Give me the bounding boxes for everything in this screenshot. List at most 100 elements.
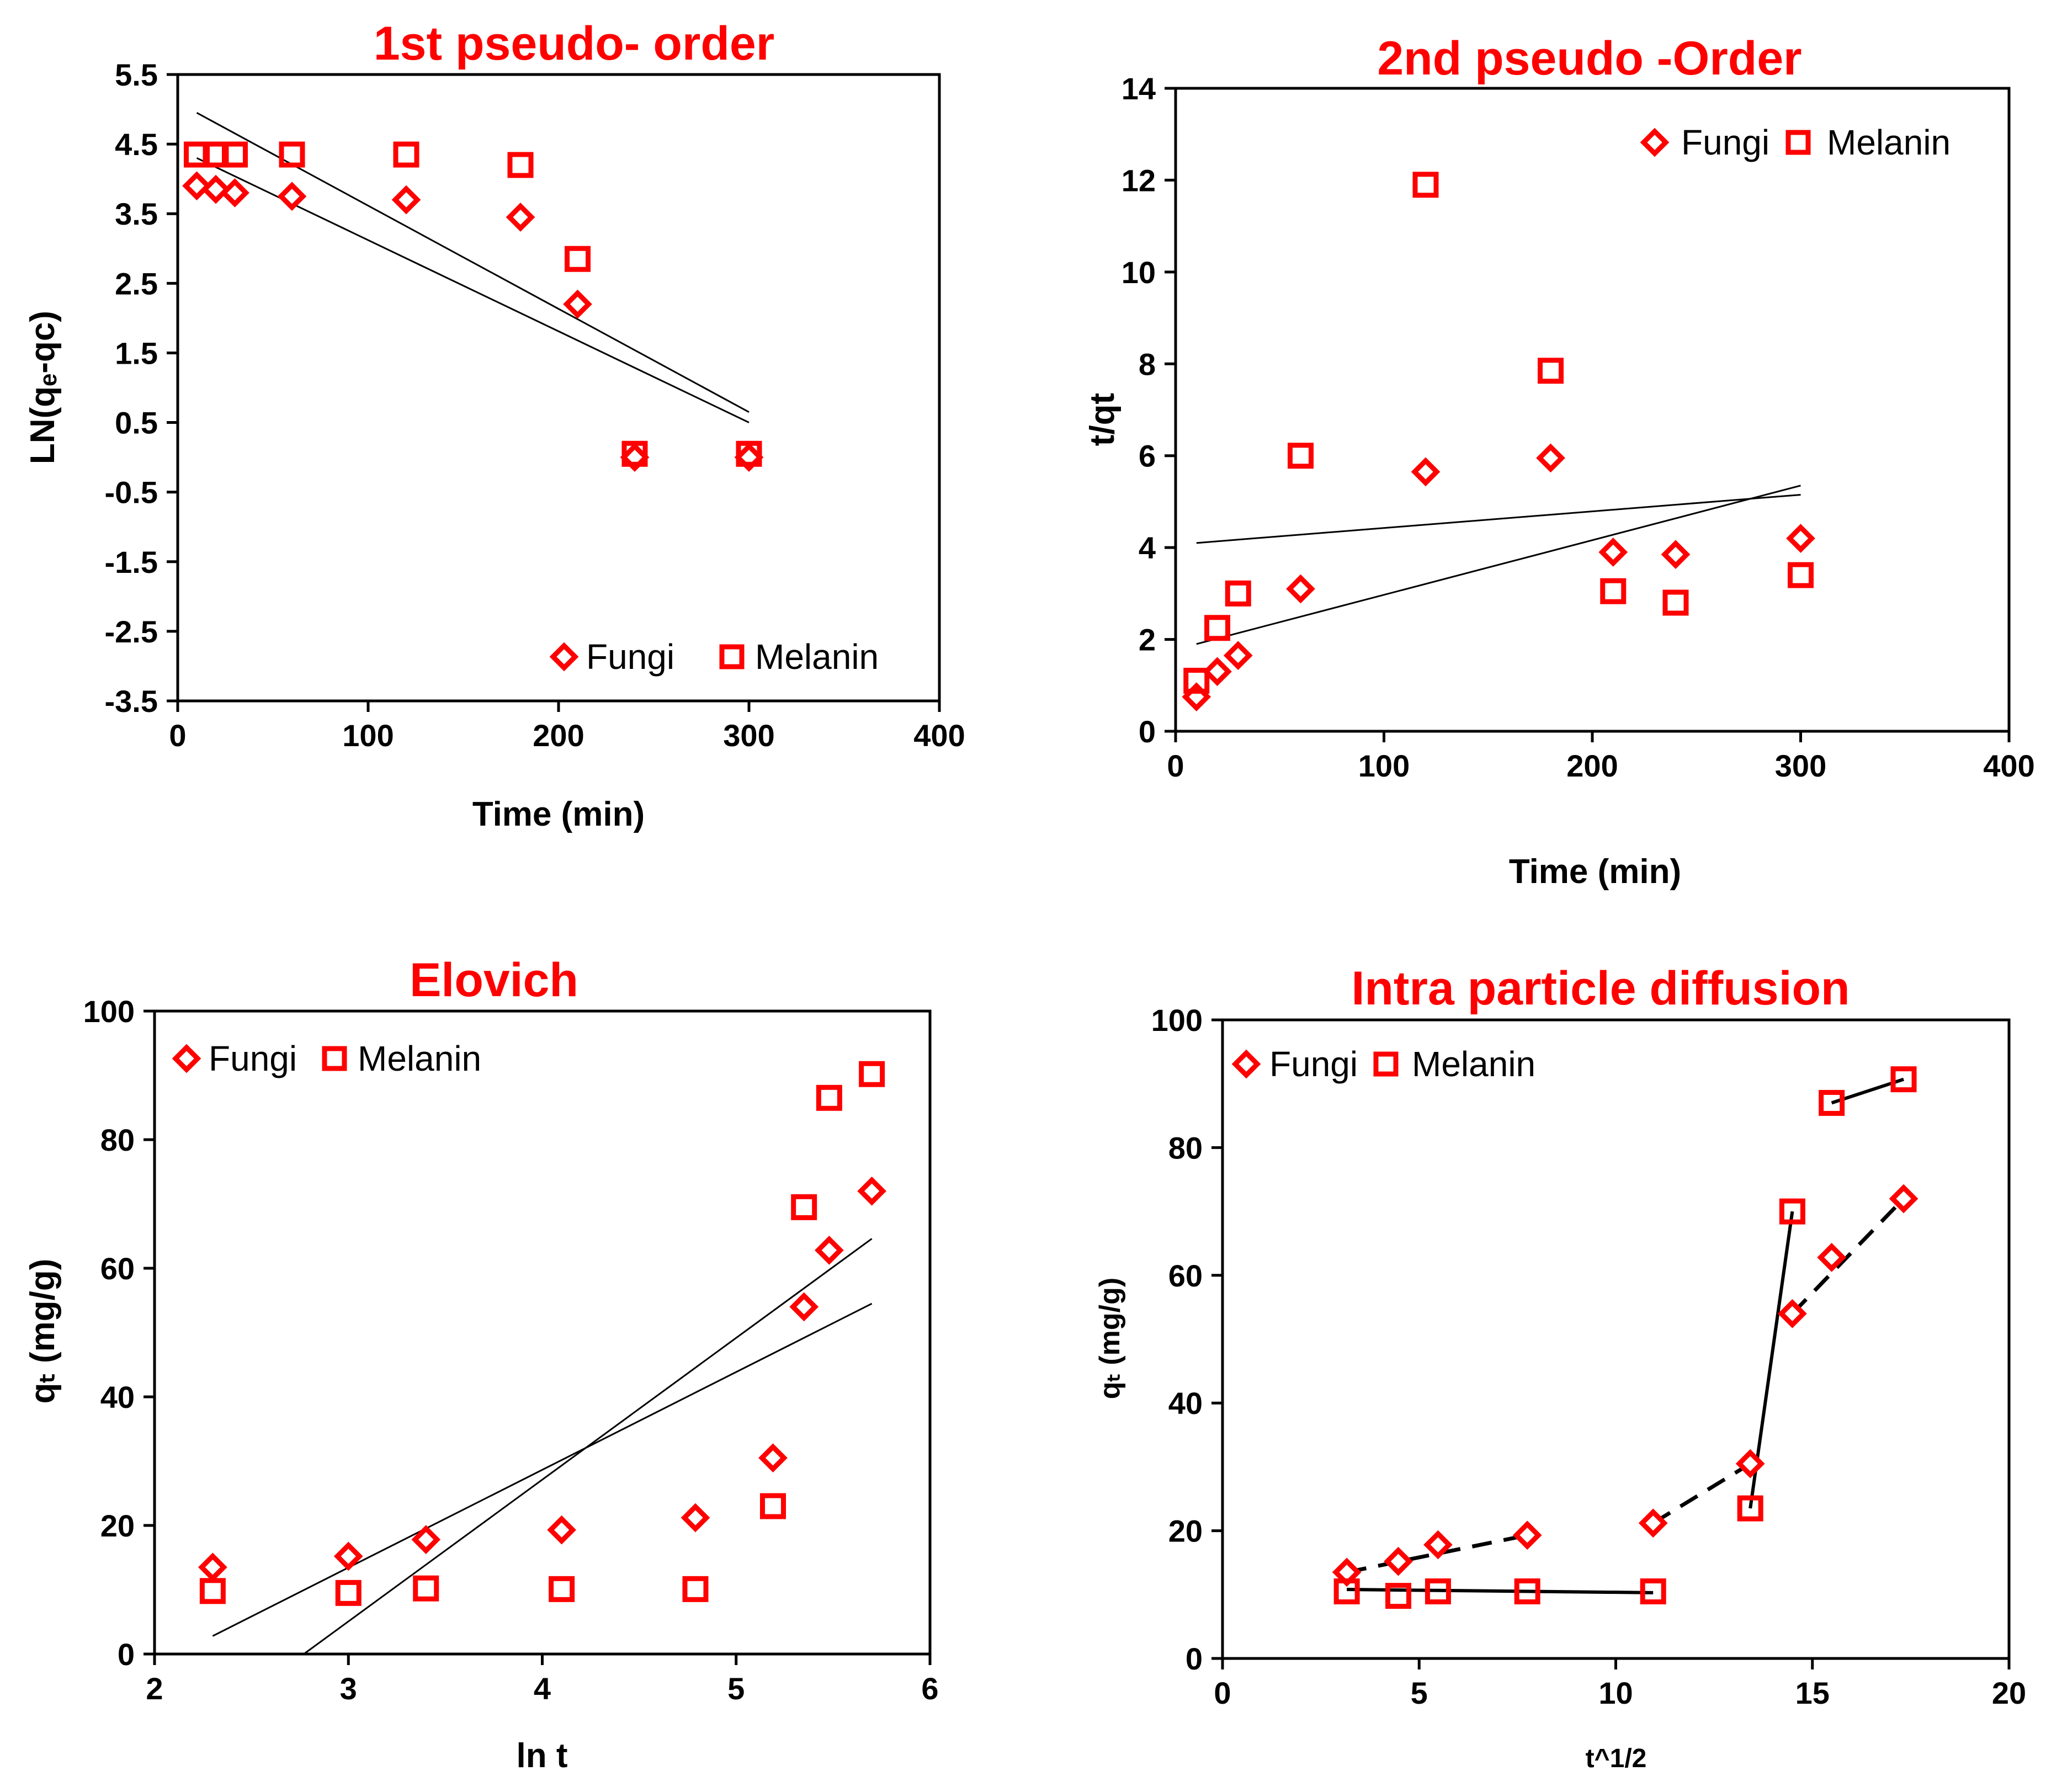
data-point-fungi: [1661, 540, 1691, 569]
fit-line: [1347, 1588, 1654, 1594]
chart-title: Elovich: [410, 954, 578, 1007]
data-point-melanin: [1600, 578, 1627, 604]
x-axis-label: Time (min): [1509, 853, 1681, 891]
data-point-melanin: [791, 1194, 817, 1220]
fit-line: [303, 1238, 873, 1655]
x-tick-label: 0: [1214, 1676, 1231, 1710]
y-axis-label: t/qt: [1083, 393, 1122, 446]
legend-marker-melanin: [1373, 1051, 1399, 1077]
intra-particle-diffusion-chart: Intra particle diffusion 0 5 10 15 20 0 20 40 60…: [1094, 962, 2026, 1773]
data-point-fungi: [563, 289, 592, 319]
fit-line-dashed: [1790, 1197, 1905, 1315]
data-point-fungi: [681, 1503, 710, 1533]
data-point-melanin: [1737, 1495, 1763, 1522]
x-tick-label: 200: [533, 718, 584, 753]
chart-title: 1st pseudo- order: [374, 17, 774, 70]
x-tick-label: 5: [1411, 1676, 1428, 1710]
legend-label-fungi: Fungi: [1681, 123, 1769, 162]
x-tick-label: 200: [1566, 748, 1618, 783]
legend-label-fungi: Fungi: [1269, 1044, 1358, 1084]
y-axis-label: qₜ (mg/g): [1094, 1278, 1126, 1399]
x-axis-label: ln t: [517, 1737, 568, 1775]
data-point-melanin: [1288, 443, 1314, 469]
data-point-melanin: [1788, 562, 1814, 588]
y-tick-label: -2.5: [105, 614, 158, 649]
data-point-melanin: [682, 1576, 709, 1602]
data-point-melanin: [1819, 1089, 1845, 1116]
legend-marker-fungi: [172, 1044, 201, 1073]
data-point-melanin: [1890, 1066, 1917, 1093]
x-tick-label: 100: [342, 718, 394, 753]
data-point-melanin: [621, 440, 648, 467]
legend: Fungi Melanin: [1640, 123, 1951, 162]
legend-label-fungi: Fungi: [209, 1039, 297, 1078]
data-point-melanin: [1640, 1578, 1666, 1605]
data-point-fungi: [1638, 1508, 1668, 1538]
data-point-melanin: [1385, 1583, 1411, 1609]
x-tick-label: 0: [169, 718, 186, 753]
x-tick-label: 300: [1775, 748, 1826, 783]
data-point-fungi: [1203, 657, 1232, 687]
legend-label-melanin: Melanin: [755, 637, 879, 677]
data-point-melanin: [1514, 1578, 1540, 1605]
x-tick-label: 15: [1795, 1676, 1830, 1710]
legend: Fungi Melanin: [1231, 1044, 1535, 1084]
data-point-melanin: [1333, 1578, 1360, 1605]
legend-label-fungi: Fungi: [586, 637, 674, 677]
x-tick-label: 2: [146, 1671, 163, 1706]
data-point-melanin: [1412, 172, 1439, 198]
data-point-fungi: [198, 1552, 227, 1582]
plot-frame: [1221, 1018, 2011, 1660]
data-point-fungi: [1536, 443, 1565, 473]
y-tick-label: 20: [1168, 1514, 1203, 1549]
y-axis-label: LN(qₑ-qᴄ): [24, 311, 62, 464]
data-point-fungi: [814, 1236, 844, 1265]
y-tick-label: 2.5: [115, 266, 158, 301]
data-point-fungi: [789, 1292, 819, 1322]
data-point-melanin: [507, 152, 534, 178]
legend-label-melanin: Melanin: [1827, 123, 1951, 162]
plot-frame: [1174, 87, 2011, 733]
y-tick-label: -0.5: [105, 475, 158, 510]
data-point-melanin: [1779, 1198, 1805, 1225]
fit-line-dashed: [1652, 1462, 1752, 1525]
first-pseudo-order-chart: 1st pseudo- order 0 100 200 300 400 -3.5 -2.5 -…: [24, 17, 965, 833]
data-point-melanin: [1425, 1578, 1451, 1605]
legend-label-melanin: Melanin: [1412, 1044, 1535, 1084]
data-point-fungi: [1778, 1299, 1807, 1328]
y-tick-label: 6: [1139, 439, 1156, 474]
y-tick-label: 0.5: [115, 406, 158, 440]
legend: Fungi Melanin: [549, 637, 879, 677]
x-tick-label: 0: [1167, 748, 1184, 783]
y-tick-label: -1.5: [105, 545, 158, 579]
data-point-fungi: [411, 1525, 441, 1554]
y-tick-label: 0: [118, 1637, 135, 1672]
data-point-fungi: [220, 178, 249, 208]
data-point-melanin: [279, 141, 305, 168]
data-point-fungi: [857, 1176, 886, 1206]
data-point-fungi: [1817, 1243, 1847, 1272]
y-tick-label: 12: [1122, 163, 1156, 198]
y-tick-label: 4: [1139, 530, 1156, 565]
y-tick-label: 2: [1139, 623, 1156, 657]
x-tick-label: 400: [913, 718, 965, 753]
y-tick-label: 14: [1122, 71, 1156, 106]
data-point-melanin: [222, 141, 248, 168]
x-tick-label: 300: [723, 718, 774, 753]
data-point-melanin: [199, 1578, 226, 1604]
data-point-fungi: [1512, 1520, 1542, 1550]
data-point-melanin: [393, 141, 419, 168]
data-point-melanin: [1538, 358, 1564, 384]
chart-title: Intra particle diffusion: [1351, 962, 1850, 1015]
y-tick-label: 20: [100, 1508, 135, 1543]
y-tick-label: 100: [1151, 1003, 1203, 1038]
data-point-melanin: [736, 440, 762, 467]
fit-line: [1196, 493, 1801, 544]
fit-line: [1196, 485, 1801, 645]
x-tick-label: 3: [340, 1671, 357, 1706]
legend-marker-melanin: [719, 644, 745, 669]
plot-frame: [176, 73, 941, 703]
y-tick-label: 5.5: [115, 57, 158, 92]
legend-marker-fungi: [549, 642, 579, 672]
